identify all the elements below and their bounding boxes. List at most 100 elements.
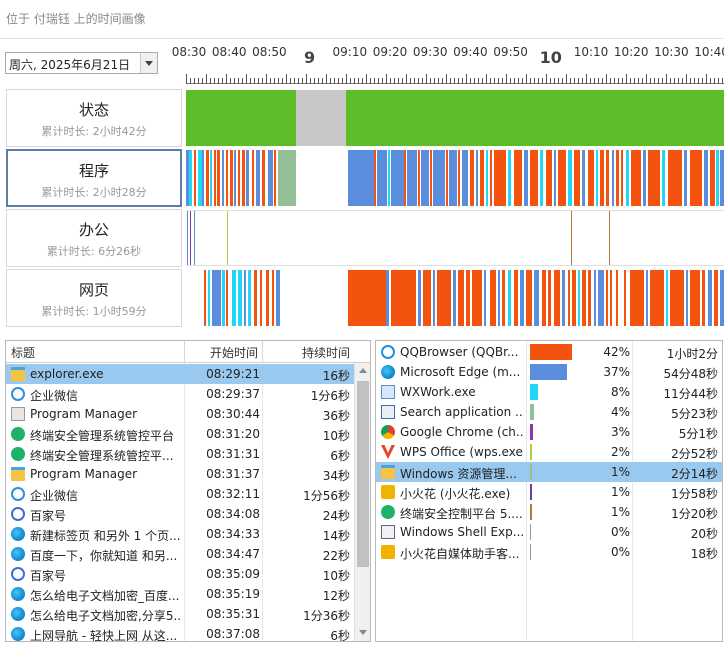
- timeline-segment[interactable]: [490, 150, 492, 206]
- column-header-title[interactable]: 标题: [11, 346, 36, 360]
- timeline-segment[interactable]: [190, 211, 191, 265]
- timeline-segment[interactable]: [714, 270, 718, 326]
- table-row[interactable]: 百家号 08:34:08 24秒: [6, 504, 354, 524]
- timeline-segment[interactable]: [212, 270, 221, 326]
- program-row[interactable]: QQBrowser (QQBr... 42% 1小时2分: [376, 342, 722, 362]
- program-row[interactable]: Google Chrome (ch... 3% 5分1秒: [376, 422, 722, 442]
- timeline-segment[interactable]: [650, 270, 664, 326]
- program-row[interactable]: Search application ... 4% 5分23秒: [376, 402, 722, 422]
- timeline-segment[interactable]: [610, 270, 612, 326]
- timeline-segment[interactable]: [296, 90, 346, 146]
- timeline-segment[interactable]: [206, 150, 209, 206]
- table-row[interactable]: 终端安全管理系统管控平... 08:31:31 6秒: [6, 444, 354, 464]
- timeline-segment[interactable]: [222, 270, 225, 326]
- timeline-segment[interactable]: [476, 150, 478, 206]
- timeline-segment[interactable]: [266, 270, 269, 326]
- timeline-segment[interactable]: [524, 150, 528, 206]
- timeline-segment[interactable]: [686, 270, 688, 326]
- timeline-segment[interactable]: [600, 150, 604, 206]
- timeline-segment[interactable]: [433, 270, 435, 326]
- timeline-segment[interactable]: [594, 270, 596, 326]
- timeline-segment[interactable]: [187, 211, 188, 265]
- timeline-segment[interactable]: [407, 150, 417, 206]
- timeline-segment[interactable]: [626, 150, 629, 206]
- timeline-segment[interactable]: [494, 150, 506, 206]
- timeline-segment[interactable]: [582, 270, 586, 326]
- timeline-segment[interactable]: [214, 150, 216, 206]
- column-header-duration[interactable]: 持续时间: [302, 346, 351, 360]
- timeline-segment[interactable]: [433, 150, 445, 206]
- program-row[interactable]: Windows 资源管理... 1% 2分14秒: [376, 462, 722, 482]
- timeline-segment[interactable]: [582, 150, 585, 206]
- table-row[interactable]: 怎么给电子文档加密_百度... 08:35:19 12秒: [6, 584, 354, 604]
- timeline-segment[interactable]: [198, 150, 202, 206]
- track-label-web[interactable]: 网页 累计时长: 1小时59分: [6, 269, 182, 327]
- track-label-program[interactable]: 程序 累计时长: 2小时28分: [6, 149, 182, 207]
- timeline-segment[interactable]: [404, 150, 406, 206]
- timeline-segment[interactable]: [558, 150, 566, 206]
- timeline-segment[interactable]: [227, 211, 228, 265]
- timeline-segment[interactable]: [230, 150, 233, 206]
- timeline-segment[interactable]: [256, 150, 260, 206]
- timeline-segment[interactable]: [668, 150, 682, 206]
- table-row[interactable]: 企业微信 08:29:37 1分6秒: [6, 384, 354, 404]
- timeline-segment[interactable]: [244, 270, 246, 326]
- timeline-segment[interactable]: [606, 150, 609, 206]
- track-bar-status[interactable]: [186, 90, 724, 146]
- timeline-segment[interactable]: [616, 270, 618, 326]
- timeline-segment[interactable]: [624, 270, 626, 326]
- timeline-segment[interactable]: [530, 150, 538, 206]
- timeline-segment[interactable]: [194, 150, 196, 206]
- timeline-segment[interactable]: [242, 150, 245, 206]
- timeline-segment[interactable]: [388, 150, 390, 206]
- program-row[interactable]: WXWork.exe 8% 11分44秒: [376, 382, 722, 402]
- timeline-segment[interactable]: [548, 270, 551, 326]
- timeline-segment[interactable]: [572, 270, 576, 326]
- timeline-segment[interactable]: [708, 270, 712, 326]
- timeline-segment[interactable]: [278, 150, 296, 206]
- column-divider[interactable]: [262, 341, 263, 363]
- activity-table-scrollbar[interactable]: [354, 363, 370, 641]
- scroll-up-button[interactable]: [355, 363, 370, 379]
- timeline-segment[interactable]: [276, 270, 280, 326]
- timeline-segment[interactable]: [453, 270, 456, 326]
- timeline-segment[interactable]: [462, 150, 468, 206]
- timeline-segment[interactable]: [458, 150, 460, 206]
- table-row[interactable]: 新建标签页 和另外 1 个页... 08:34:33 14秒: [6, 524, 354, 544]
- timeline-segment[interactable]: [189, 150, 192, 206]
- timeline-segment[interactable]: [374, 150, 376, 206]
- timeline-segment[interactable]: [274, 150, 276, 206]
- timeline-segment[interactable]: [690, 150, 702, 206]
- timeline-segment[interactable]: [643, 150, 646, 206]
- timeline-segment[interactable]: [720, 150, 724, 206]
- timeline-segment[interactable]: [238, 150, 240, 206]
- timeline-segment[interactable]: [418, 270, 421, 326]
- timeline-segment[interactable]: [648, 150, 660, 206]
- timeline-segment[interactable]: [702, 270, 705, 326]
- table-row[interactable]: Program Manager 08:30:44 36秒: [6, 404, 354, 424]
- table-row[interactable]: 上网导航 - 轻快上网 从这... 08:37:08 6秒: [6, 624, 354, 641]
- timeline-segment[interactable]: [186, 90, 296, 146]
- track-bar-web[interactable]: [186, 270, 724, 326]
- timeline-segment[interactable]: [260, 270, 262, 326]
- program-row[interactable]: 小火花 (小火花.exe) 1% 1分58秒: [376, 482, 722, 502]
- program-row[interactable]: 小火花自媒体助手客... 0% 18秒: [376, 542, 722, 562]
- timeline-segment[interactable]: [238, 270, 242, 326]
- timeline-segment[interactable]: [508, 270, 511, 326]
- timeline-segment[interactable]: [226, 150, 228, 206]
- timeline-segment[interactable]: [554, 150, 556, 206]
- timeline-segment[interactable]: [546, 150, 552, 206]
- date-picker-dropdown-button[interactable]: [140, 53, 157, 73]
- timeline-segment[interactable]: [662, 150, 665, 206]
- table-row[interactable]: 怎么给电子文档加密,分享5... 08:35:31 1分36秒: [6, 604, 354, 624]
- timeline-segment[interactable]: [466, 270, 470, 326]
- timeline-segment[interactable]: [588, 270, 591, 326]
- timeline-segment[interactable]: [588, 150, 594, 206]
- timeline-segment[interactable]: [437, 270, 451, 326]
- timeline-segment[interactable]: [710, 150, 715, 206]
- timeline-segment[interactable]: [490, 270, 496, 326]
- timeline-segment[interactable]: [458, 270, 464, 326]
- timeline-segment[interactable]: [377, 150, 387, 206]
- timeline-segment[interactable]: [484, 270, 486, 326]
- program-row[interactable]: Windows Shell Exp... 0% 20秒: [376, 522, 722, 542]
